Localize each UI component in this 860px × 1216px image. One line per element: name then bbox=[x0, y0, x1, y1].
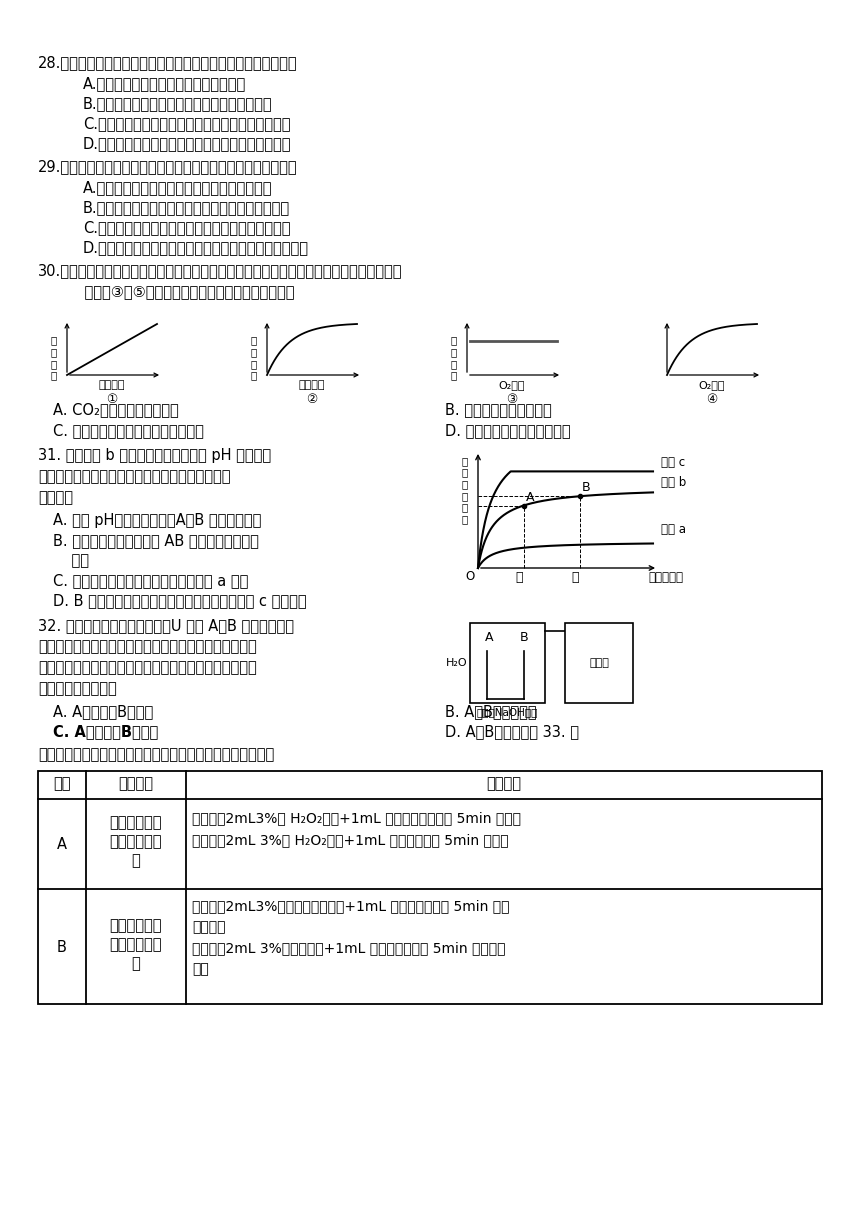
Text: O₂浓度: O₂浓度 bbox=[499, 379, 525, 390]
Text: 性: 性 bbox=[132, 854, 140, 868]
Text: B: B bbox=[519, 631, 528, 644]
Text: 32. 请据图回答，经数小时后，U 形管 A、B 两处的液面会: 32. 请据图回答，经数小时后，U 形管 A、B 两处的液面会 bbox=[38, 618, 294, 634]
Text: 与曲线③和⑤相符，最可能是下列哪一过程（　　）: 与曲线③和⑤相符，最可能是下列哪一过程（ ） bbox=[66, 285, 294, 299]
Text: ②: ② bbox=[306, 393, 317, 406]
Text: 碘液检验: 碘液检验 bbox=[192, 921, 225, 934]
Text: C. A处下降，B处上升: C. A处下降，B处上升 bbox=[53, 724, 158, 739]
Text: H₂O: H₂O bbox=[446, 658, 468, 668]
Text: 28.　下列关于膜蛋白和物质跨膜运输的叙述，错误的是（　　）: 28. 下列关于膜蛋白和物质跨膜运输的叙述，错误的是（ ） bbox=[38, 55, 298, 71]
Text: C. 小肠上皮细胞从小肠内吸收氨基酸: C. 小肠上皮细胞从小肠内吸收氨基酸 bbox=[53, 423, 204, 438]
Text: B. A、B两处都下降: B. A、B两处都下降 bbox=[445, 704, 537, 719]
Text: A. CO₂从外界进入人体细胞: A. CO₂从外界进入人体细胞 bbox=[53, 402, 179, 417]
Text: C. 酶量增加后，图示反应速率可用曲线 a 表示: C. 酶量增加后，图示反应速率可用曲线 a 表示 bbox=[53, 573, 249, 589]
Text: 运
输
速
率: 运 输 速 率 bbox=[451, 336, 458, 381]
Text: A.　植物根系吸收各种矿质元素离子的速率相同: A. 植物根系吸收各种矿质元素离子的速率相同 bbox=[83, 180, 273, 195]
Text: ④: ④ bbox=[706, 393, 717, 406]
Text: 的生命活动，瓶口密封，忽略水蜆气和温度变化对实验结: 的生命活动，瓶口密封，忽略水蜆气和温度变化对实验结 bbox=[38, 660, 257, 675]
Text: 选项: 选项 bbox=[53, 776, 71, 790]
Text: 29.　关于植物根系吸收矿质元素离子的叙述，正确的是（　　）: 29. 关于植物根系吸收矿质元素离子的叙述，正确的是（ ） bbox=[38, 159, 298, 174]
Text: 检验: 检验 bbox=[192, 962, 209, 976]
Text: D.　物质通过脂质双分子层的扩散速率与脂溶性有关: D. 物质通过脂质双分子层的扩散速率与脂溶性有关 bbox=[83, 136, 292, 151]
Text: C.　植物根细胞吸收矿质元素离子主要依靠渗透作用: C. 植物根细胞吸收矿质元素离子主要依靠渗透作用 bbox=[83, 220, 291, 235]
Text: A: A bbox=[57, 837, 67, 852]
Text: 曲线 a: 曲线 a bbox=[661, 523, 686, 536]
Text: O₂浓度: O₂浓度 bbox=[698, 379, 725, 390]
Text: B.　土壤温度不影响植物根系对矿质元素离子的吸收: B. 土壤温度不影响植物根系对矿质元素离子的吸收 bbox=[83, 199, 290, 215]
Text: D. B 点后，升高温度，酶活性增加，曲线将呈现 c 所示变化: D. B 点后，升高温度，酶活性增加，曲线将呈现 c 所示变化 bbox=[53, 593, 307, 608]
Text: 实验目的: 实验目的 bbox=[119, 776, 153, 790]
FancyBboxPatch shape bbox=[470, 623, 545, 703]
Text: O: O bbox=[465, 570, 475, 582]
Text: 物质浓度: 物质浓度 bbox=[298, 379, 325, 390]
Text: 验证酶的催化: 验证酶的催化 bbox=[110, 816, 163, 831]
Text: （　　）: （ ） bbox=[38, 490, 73, 505]
Text: D. 组织细胞从组织液吸收氧气: D. 组织细胞从组织液吸收氧气 bbox=[445, 423, 571, 438]
Text: 反应物浓度: 反应物浓度 bbox=[648, 572, 683, 584]
Text: 乙: 乙 bbox=[572, 572, 580, 584]
Text: B.　膜蛋白不参与物质跨膜运输的被动运输过程: B. 膜蛋白不参与物质跨膜运输的被动运输过程 bbox=[83, 96, 273, 111]
Text: 性: 性 bbox=[132, 956, 140, 972]
Text: 对照组：2mL 3%的 H₂O₂溶液+1mL 蜢馏水，保温 5min 后观察: 对照组：2mL 3%的 H₂O₂溶液+1mL 蜢馏水，保温 5min 后观察 bbox=[192, 833, 508, 848]
FancyBboxPatch shape bbox=[565, 623, 633, 703]
Text: C.　主动运输可以使被运输离子在细胞内外浓度不同: C. 主动运输可以使被运输离子在细胞内外浓度不同 bbox=[83, 116, 291, 131]
Text: D.　植物根细胞能逆浓度梯度吸收土壤中的矿质元素离子: D. 植物根细胞能逆浓度梯度吸收土壤中的矿质元素离子 bbox=[83, 240, 309, 255]
Text: 酶
促
反
应
速
率: 酶 促 反 应 速 率 bbox=[462, 456, 468, 524]
Text: 实验组：2mL3%的可溶性淠粉溶液+1mL 新鲜唤液，保温 5min 后，: 实验组：2mL3%的可溶性淠粉溶液+1mL 新鲜唤液，保温 5min 后， bbox=[192, 899, 509, 913]
Text: 30.　某科学家在研究物质运输时发现有下列四种曲线关系，在研究某种物质的运输时，发现: 30. 某科学家在研究物质运输时发现有下列四种曲线关系，在研究某种物质的运输时，… bbox=[38, 263, 402, 278]
Text: A.　膜蛋白在细胞膜上的分布是不对称的: A. 膜蛋白在细胞膜上的分布是不对称的 bbox=[83, 75, 246, 91]
Text: 实验设计: 实验设计 bbox=[487, 776, 521, 790]
Text: B. 分泌蛋白分泌到细胞外: B. 分泌蛋白分泌到细胞外 bbox=[445, 402, 552, 417]
Text: ③: ③ bbox=[507, 393, 518, 406]
Text: 对照组：2mL 3%的蔗糖溶液+1mL 新鲜唤液，保温 5min 后，碘液: 对照组：2mL 3%的蔗糖溶液+1mL 新鲜唤液，保温 5min 后，碘液 bbox=[192, 941, 506, 955]
Text: 果的影响）（　　）: 果的影响）（ ） bbox=[38, 681, 117, 696]
Text: 作用具有高效: 作用具有高效 bbox=[110, 834, 163, 850]
Text: 列有关酶特性的实验设计中，最科学、严谨的一项是（　　）: 列有关酶特性的实验设计中，最科学、严谨的一项是（ ） bbox=[38, 747, 274, 762]
Text: A. 增大 pH，重复该实验，A、B 点位置都不变: A. 增大 pH，重复该实验，A、B 点位置都不变 bbox=[53, 513, 261, 528]
Text: 曲线 c: 曲线 c bbox=[661, 456, 685, 469]
Text: 小白鼠: 小白鼠 bbox=[589, 658, 609, 668]
Text: 反应物浓度与酶促反应速率的关系。分析正确的是: 反应物浓度与酶促反应速率的关系。分析正确的是 bbox=[38, 469, 230, 484]
Text: 31. 如图曲线 b 表示在最适温度、最适 pH 条件下，: 31. 如图曲线 b 表示在最适温度、最适 pH 条件下， bbox=[38, 447, 271, 463]
Text: D. A、B两处都不变 33. 下: D. A、B两处都不变 33. 下 bbox=[445, 724, 579, 739]
Text: A. A处上升，B处下降: A. A处上升，B处下降 bbox=[53, 704, 153, 719]
Text: B: B bbox=[581, 482, 590, 494]
Text: 作用具有专一: 作用具有专一 bbox=[110, 938, 163, 952]
Text: 实验组：2mL3%的 H₂O₂溶液+1mL 过氧化氢酶，保温 5min 后观察: 实验组：2mL3%的 H₂O₂溶液+1mL 过氧化氢酶，保温 5min 后观察 bbox=[192, 811, 521, 824]
Text: B: B bbox=[57, 940, 67, 955]
Text: 物质浓度: 物质浓度 bbox=[99, 379, 126, 390]
Text: 甲: 甲 bbox=[516, 572, 523, 584]
Text: 因素: 因素 bbox=[53, 553, 89, 568]
Text: 运
输
速
率: 运 输 速 率 bbox=[51, 336, 57, 381]
Text: 足量的NaOH溶液: 足量的NaOH溶液 bbox=[476, 706, 538, 717]
Bar bbox=[38, 771, 822, 1004]
Text: ①: ① bbox=[107, 393, 118, 406]
Text: B. 反应物浓度是限制曲线 AB 段反应速率的主要: B. 反应物浓度是限制曲线 AB 段反应速率的主要 bbox=[53, 533, 259, 548]
Text: A: A bbox=[484, 631, 493, 644]
Text: A: A bbox=[525, 490, 534, 503]
Text: 曲线 b: 曲线 b bbox=[661, 475, 686, 489]
Text: 出现下列哪种情况。（实验装置足以维持实验期间小白鼠: 出现下列哪种情况。（实验装置足以维持实验期间小白鼠 bbox=[38, 638, 257, 654]
Text: 验证酶的催化: 验证酶的催化 bbox=[110, 918, 163, 933]
Text: 运
输
速
率: 运 输 速 率 bbox=[251, 336, 257, 381]
